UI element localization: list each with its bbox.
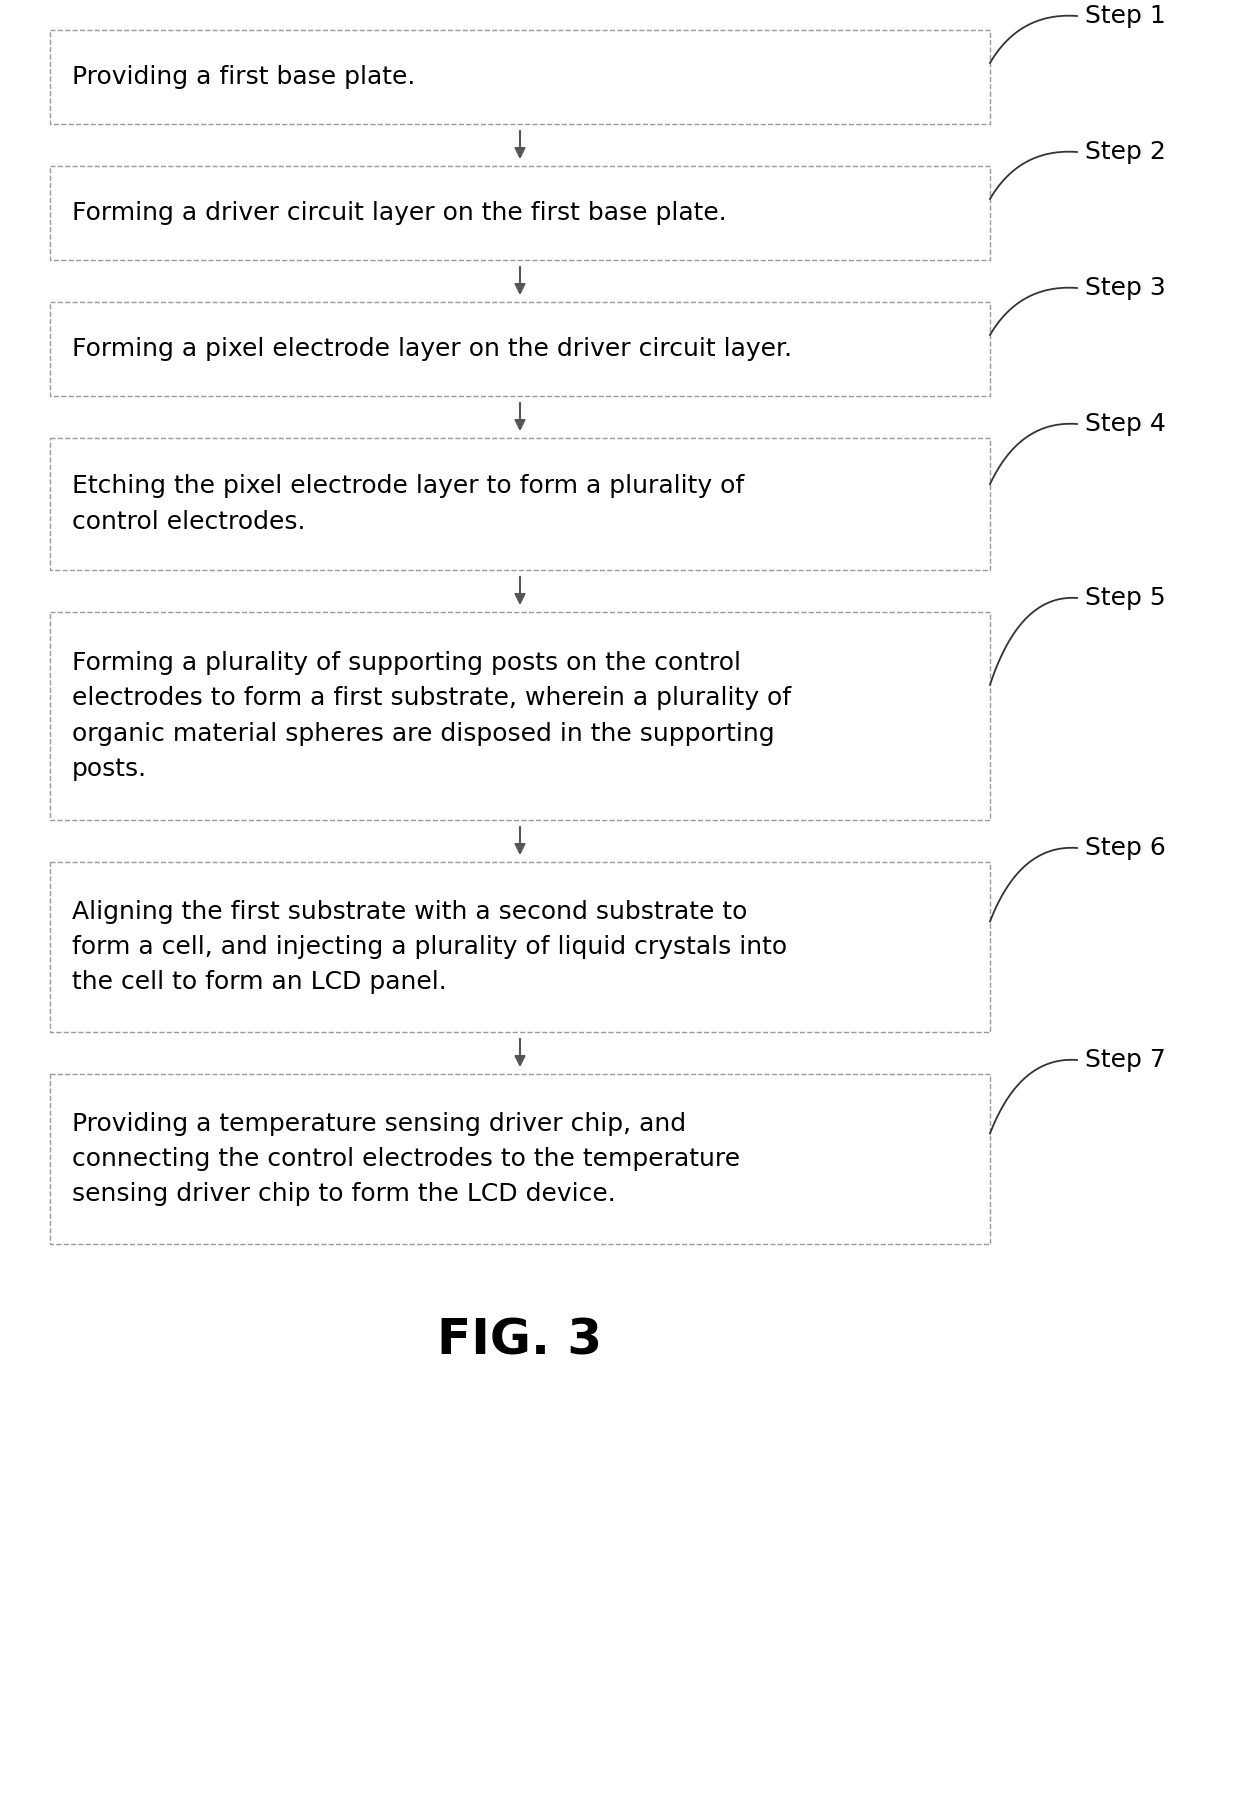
Bar: [50, 303, 990, 396]
Bar: [50, 863, 990, 1032]
Text: Step 6: Step 6: [1085, 836, 1166, 861]
Text: Step 3: Step 3: [1085, 276, 1166, 301]
Text: Step 1: Step 1: [1085, 4, 1166, 29]
Text: Step 7: Step 7: [1085, 1048, 1166, 1072]
Text: Providing a temperature sensing driver chip, and
connecting the control electrod: Providing a temperature sensing driver c…: [72, 1111, 740, 1207]
Text: FIG. 3: FIG. 3: [438, 1317, 603, 1363]
Bar: [50, 1073, 990, 1244]
Text: Forming a plurality of supporting posts on the control
electrodes to form a firs: Forming a plurality of supporting posts …: [72, 650, 791, 782]
Text: Forming a driver circuit layer on the first base plate.: Forming a driver circuit layer on the fi…: [72, 202, 727, 225]
Bar: [50, 612, 990, 819]
Bar: [50, 166, 990, 259]
Text: Providing a first base plate.: Providing a first base plate.: [72, 65, 415, 88]
Text: Step 4: Step 4: [1085, 412, 1166, 436]
Text: Forming a pixel electrode layer on the driver circuit layer.: Forming a pixel electrode layer on the d…: [72, 337, 792, 360]
Text: Etching the pixel electrode layer to form a plurality of
control electrodes.: Etching the pixel electrode layer to for…: [72, 474, 744, 533]
Bar: [50, 438, 990, 569]
Text: Step 2: Step 2: [1085, 140, 1166, 164]
Text: Step 5: Step 5: [1085, 585, 1166, 611]
Text: Aligning the first substrate with a second substrate to
form a cell, and injecti: Aligning the first substrate with a seco…: [72, 900, 787, 994]
Bar: [50, 31, 990, 124]
